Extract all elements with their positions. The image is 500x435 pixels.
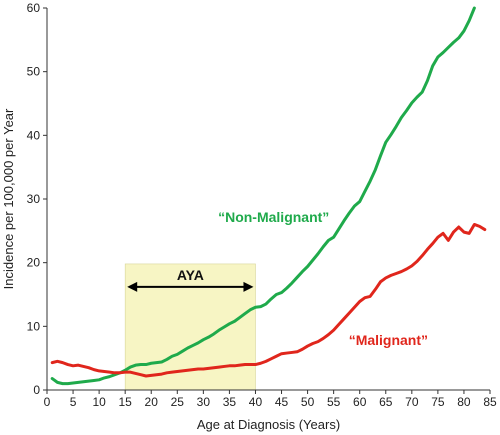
x-tick-label: 70: [405, 395, 419, 409]
series-label-malignant: “Malignant”: [349, 332, 428, 348]
x-tick-label: 35: [223, 395, 237, 409]
aya-band-label: AYA: [177, 267, 204, 283]
y-tick-label: 40: [27, 128, 41, 142]
y-tick-label: 50: [27, 65, 41, 79]
x-tick-label: 55: [327, 395, 341, 409]
series-layer: [50, 6, 487, 386]
series-label-non-malignant: “Non-Malignant”: [218, 209, 329, 225]
series-line-non-malignant: [50, 6, 476, 386]
x-tick-label: 50: [301, 395, 315, 409]
ticks-layer: 0 5 10 15 20 25 30 35 40 45 50 55 60 65 70 75 80 85 0 10 20 3…: [27, 1, 497, 409]
x-tick-label: 5: [70, 395, 77, 409]
labels-layer: Age at Diagnosis (Years) Incidence per 10…: [1, 108, 428, 432]
x-tick-label: 15: [118, 395, 132, 409]
x-tick-label: 45: [275, 395, 289, 409]
x-tick-label: 25: [171, 395, 185, 409]
x-axis-title: Age at Diagnosis (Years): [197, 417, 340, 432]
x-tick-label: 30: [197, 395, 211, 409]
y-tick-label: 30: [27, 192, 41, 206]
x-tick-label: 20: [145, 395, 159, 409]
y-tick-label: 10: [27, 319, 41, 333]
x-tick-label: 65: [379, 395, 393, 409]
y-tick-label: 0: [33, 383, 40, 397]
x-tick-label: 85: [483, 395, 497, 409]
x-tick-label: 75: [431, 395, 445, 409]
x-tick-label: 80: [457, 395, 471, 409]
x-tick-label: 0: [44, 395, 51, 409]
x-tick-label: 60: [353, 395, 367, 409]
series-line-malignant: [50, 222, 487, 378]
x-tick-label: 40: [249, 395, 263, 409]
y-axis-title: Incidence per 100,000 per Year: [1, 108, 16, 289]
y-tick-label: 20: [27, 256, 41, 270]
aya-arrow-left-head: [127, 281, 138, 292]
x-tick-label: 10: [92, 395, 106, 409]
aya-arrow-right-head: [243, 281, 254, 292]
y-tick-label: 60: [27, 1, 41, 15]
